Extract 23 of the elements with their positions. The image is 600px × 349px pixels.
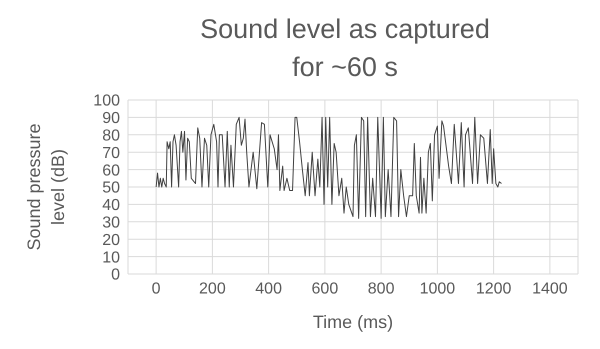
x-tick-label: 0 xyxy=(152,280,161,298)
x-tick-label: 1000 xyxy=(420,280,456,298)
y-tick-label: 50 xyxy=(102,180,120,197)
x-tick-label: 400 xyxy=(255,280,282,298)
chart-title: Sound level as captured for ~60 s xyxy=(199,13,491,84)
x-tick-label: 800 xyxy=(368,280,395,298)
y-tick-label: 60 xyxy=(102,162,120,180)
y-tick-label: 80 xyxy=(102,127,120,144)
line-series xyxy=(156,116,502,219)
x-tick-label: 600 xyxy=(312,280,338,298)
y-tick-label: 30 xyxy=(102,214,120,232)
y-tick-label: 90 xyxy=(102,110,120,128)
x-tick-label: 1400 xyxy=(532,280,568,298)
y-axis-title: Sound pressure level (dB) xyxy=(24,123,68,251)
y-tick-label: 20 xyxy=(102,232,120,249)
y-tick-label: 0 xyxy=(111,266,120,284)
x-tick-label: 1200 xyxy=(476,280,512,298)
x-axis-title: Time (ms) xyxy=(312,312,394,332)
x-tick-label: 200 xyxy=(199,280,226,298)
y-tick-label: 100 xyxy=(93,92,120,110)
y-tick-label: 40 xyxy=(102,197,120,214)
y-tick-label: 10 xyxy=(102,249,120,266)
y-tick-label: 70 xyxy=(102,144,120,162)
